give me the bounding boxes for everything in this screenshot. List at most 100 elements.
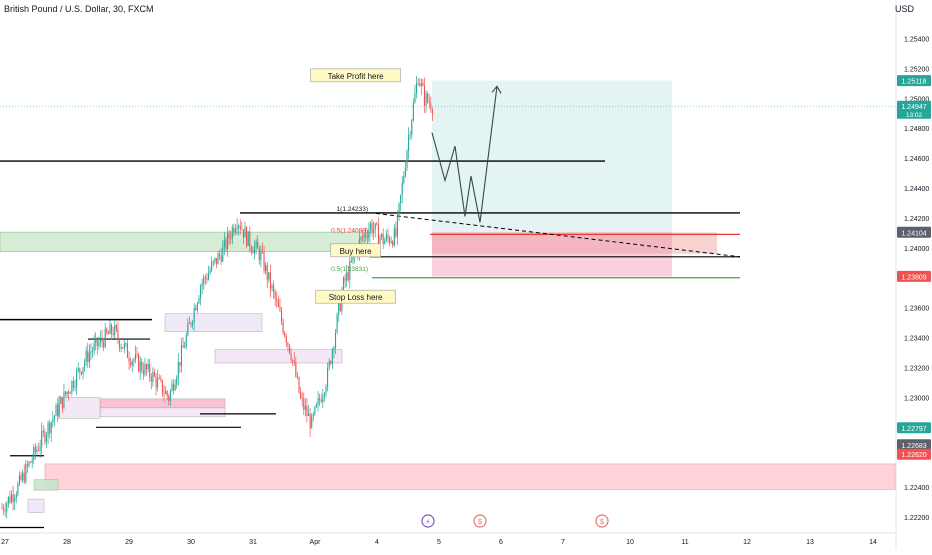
candle-body [204,277,206,279]
x-tick-label: 7 [561,539,565,546]
candle-body [187,323,189,336]
candle-body [10,494,13,503]
x-tick-label: Apr [310,539,322,546]
candle-body [203,277,205,284]
price-tag-label: 1.22797 [901,426,926,433]
candle-body [417,83,419,85]
candle-body [190,322,192,325]
candle-body [128,357,130,363]
candle-body [376,223,378,225]
candle-body [179,362,181,366]
order-block [27,498,45,513]
candle-body [193,307,195,323]
chart-title: British Pound / U.S. Dollar, 30, FXCM [4,4,154,14]
x-tick-label: 30 [187,539,195,546]
price-tag [897,75,931,87]
candle-body [241,228,243,230]
candle-body [330,361,332,364]
candle-body [180,345,183,366]
candle-body [244,227,246,238]
candle-body [379,237,381,244]
candle-body [52,419,54,423]
candle-body [412,102,414,121]
candle-body [112,333,114,335]
candle-body [287,342,289,345]
candle-body [171,383,173,391]
candle-body [261,250,264,252]
candle-body [103,341,105,348]
candle-body [298,377,300,393]
candle-body [45,435,48,442]
price-tag [897,448,931,460]
candle-body [136,354,138,356]
candle-body [285,336,287,343]
candle-body [141,361,143,371]
candle-body [206,278,208,280]
candle-body [214,258,216,262]
candle-body [425,93,427,106]
candle-body [28,462,30,467]
candle-body [328,361,330,368]
y-tick-label: 1.25000 [904,96,929,103]
candle-body [133,359,135,362]
candle-body [419,84,421,86]
candle-body [176,377,178,385]
candle-body [319,398,321,401]
y-tick-label: 1.24800 [904,126,929,133]
candle-body [430,103,432,110]
price-tag [897,270,931,282]
candle-body [323,393,325,397]
candle-body [266,264,268,280]
y-tick-label: 1.23600 [904,306,929,313]
candle-body [408,135,410,151]
candle-body [322,396,324,402]
candle-body [163,393,165,395]
candle-body [9,496,11,503]
price-tag [897,439,931,451]
candle-body [312,414,314,416]
candle-body [182,345,184,348]
candle-body [388,237,391,243]
candle-body [228,233,230,239]
y-tick-label: 1.24000 [904,246,929,253]
candle-body [406,150,408,168]
candle-body [158,378,160,380]
currency-label: USD [894,4,914,14]
fib-label: 1(1.24233) [337,206,368,213]
candle-body [334,332,337,348]
candle-body [1,508,3,510]
candle-body [58,403,60,416]
candle-body [393,228,395,246]
candle-body [36,449,38,453]
candle-body [72,381,75,388]
candle-body [76,370,78,387]
candle-body [138,354,140,372]
x-tick-label: 28 [63,539,71,546]
candle-body [33,447,35,460]
candle-body [349,260,351,280]
candle-body [212,261,214,263]
candle-body [149,363,151,377]
y-tick-label: 1.24200 [904,216,929,223]
candle-body [325,386,327,394]
candle-body [22,472,24,480]
candle-body [368,229,370,238]
candle-body [317,398,319,405]
candle-body [118,339,121,348]
candle-body [144,364,146,375]
candle-body [401,182,403,196]
candle-body [68,391,70,394]
candle-body [307,413,310,416]
y-tick-label: 1.23200 [904,365,929,372]
candle-body [98,342,100,347]
candle-body [268,272,270,280]
price-tag-countdown: 13:02 [906,112,923,119]
us-flag-icon-glyph: $ [478,519,482,526]
x-tick-label: 4 [375,539,379,546]
candle-body [238,225,240,227]
candle-body [57,405,59,416]
candle-body [377,224,379,244]
candle-body [165,391,167,394]
